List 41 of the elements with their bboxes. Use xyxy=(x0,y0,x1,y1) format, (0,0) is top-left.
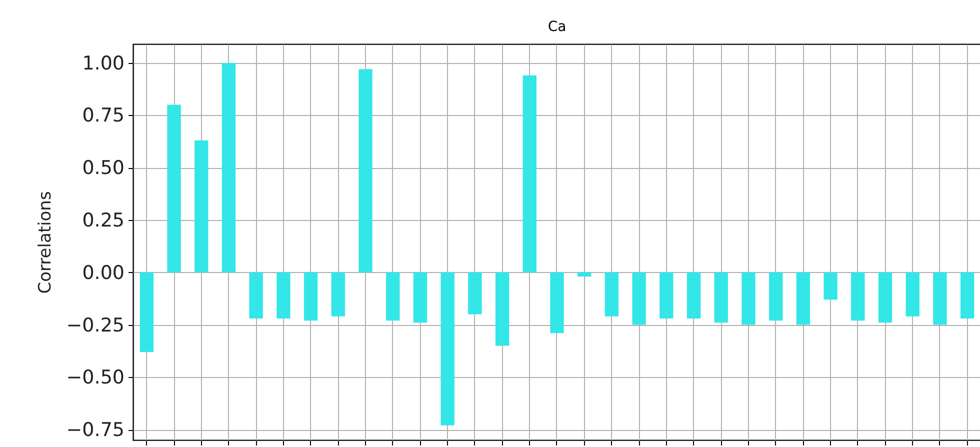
y-tick-label: −0.25 xyxy=(66,314,124,336)
bar xyxy=(222,62,236,272)
y-tick-label: −0.50 xyxy=(66,366,124,389)
bar xyxy=(194,140,208,272)
y-axis-title: Correlations xyxy=(35,191,56,294)
bar xyxy=(604,272,619,316)
bar xyxy=(960,272,974,318)
y-tick-label: −0.75 xyxy=(66,419,124,442)
bar xyxy=(742,272,756,325)
bar xyxy=(276,272,290,318)
bar xyxy=(714,272,728,323)
bar xyxy=(249,272,263,318)
y-tick-label: 1.00 xyxy=(82,52,124,74)
bar xyxy=(331,272,345,316)
bar xyxy=(386,272,400,321)
bar xyxy=(550,272,564,334)
y-tick-label: 0.75 xyxy=(82,104,124,127)
bar xyxy=(824,272,838,300)
y-tick-label: 0.50 xyxy=(82,157,124,180)
y-tick-label: 0.25 xyxy=(82,210,124,232)
y-tick-label: 0.00 xyxy=(82,262,124,284)
chart-title: Ca xyxy=(548,19,566,35)
bar xyxy=(796,272,810,325)
bar xyxy=(660,272,674,318)
bar xyxy=(686,272,701,318)
bar xyxy=(769,272,783,321)
bar xyxy=(495,272,510,346)
bar xyxy=(167,104,181,272)
bar xyxy=(522,75,536,272)
bar xyxy=(440,272,454,426)
bar xyxy=(632,272,646,325)
bar xyxy=(578,272,592,277)
bar xyxy=(358,69,372,272)
bar xyxy=(906,272,920,316)
bar xyxy=(468,272,482,314)
bar xyxy=(304,272,318,321)
bar xyxy=(933,272,947,325)
bar xyxy=(851,272,865,321)
bar xyxy=(878,272,892,323)
bar xyxy=(140,272,154,352)
bar xyxy=(413,272,428,323)
